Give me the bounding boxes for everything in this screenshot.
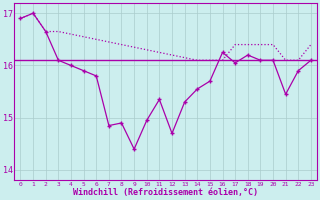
X-axis label: Windchill (Refroidissement éolien,°C): Windchill (Refroidissement éolien,°C) [73, 188, 258, 197]
